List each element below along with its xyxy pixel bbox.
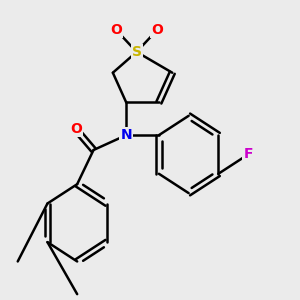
Text: O: O [70, 122, 82, 136]
Text: O: O [110, 22, 122, 37]
Text: O: O [152, 22, 164, 37]
Text: F: F [243, 148, 253, 161]
Text: N: N [120, 128, 132, 142]
Text: S: S [132, 45, 142, 59]
